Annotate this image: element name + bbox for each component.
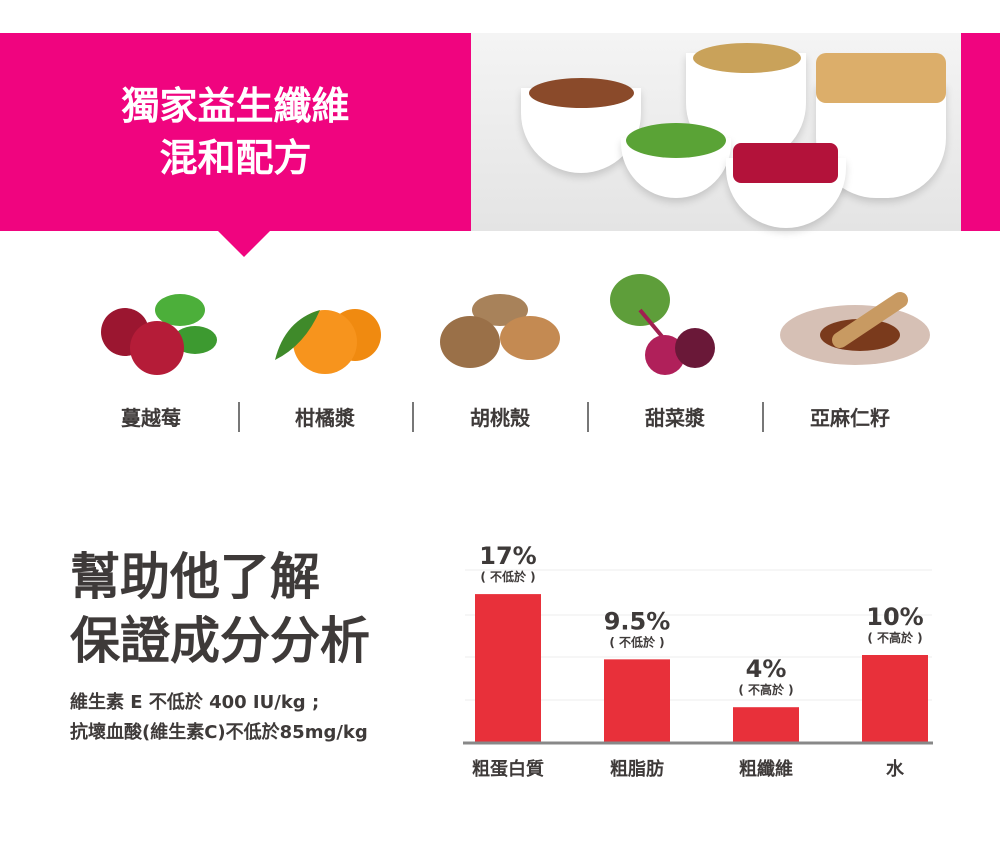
beet-icon — [610, 274, 715, 375]
divider — [762, 402, 764, 432]
walnut-icon — [440, 294, 560, 368]
banner-title-line1: 獨家益生纖維 — [121, 84, 350, 128]
vitamin-e-text: 維生素 E 不低於 400 IU/kg ; — [70, 692, 320, 713]
analysis-title-line1: 幫助他了解 — [70, 548, 320, 606]
vitamin-description: 維生素 E 不低於 400 IU/kg ; 抗壞血酸(維生素C)不低於85mg/… — [70, 688, 368, 748]
qualifier-label: ( 不低於 ) — [609, 634, 664, 649]
value-label: 17% — [479, 542, 536, 570]
ingredient-bowls-photo — [471, 33, 961, 231]
category-label: 粗蛋白質 — [472, 758, 544, 780]
ingredient-label: 亞麻仁籽 — [810, 406, 890, 430]
ingredient-label: 柑橘漿 — [295, 406, 355, 430]
bar — [475, 594, 541, 742]
qualifier-label: ( 不高於 ) — [738, 682, 793, 697]
analysis-title: 幫助他了解 保證成分分析 — [70, 545, 370, 673]
divider — [238, 402, 240, 432]
analysis-title-line2: 保證成分分析 — [70, 612, 370, 670]
divider — [587, 402, 589, 432]
ingredient-label: 胡桃殼 — [470, 406, 530, 430]
bar — [604, 659, 670, 742]
vitamin-c-text: 抗壞血酸(維生素C)不低於85mg/kg — [70, 722, 368, 743]
flaxseed-icon — [780, 292, 930, 365]
divider — [412, 402, 414, 432]
orange-icon — [275, 309, 381, 374]
value-label: 10% — [866, 603, 923, 631]
ingredient-label: 蔓越莓 — [121, 406, 181, 430]
banner-title-line2: 混和配方 — [159, 136, 312, 180]
banner-title: 獨家益生纖維 混和配方 — [0, 80, 471, 184]
value-label: 4% — [746, 655, 787, 683]
category-label: 水 — [886, 758, 905, 780]
category-label: 粗脂肪 — [610, 758, 664, 780]
value-label: 9.5% — [604, 607, 671, 635]
banner-background — [0, 33, 471, 231]
category-label: 粗纖維 — [739, 758, 793, 780]
qualifier-label: ( 不高於 ) — [867, 630, 922, 645]
cranberry-icon — [101, 294, 217, 375]
banner-pointer — [217, 230, 271, 257]
ingredient-label: 甜菜漿 — [645, 406, 705, 430]
bar — [733, 707, 799, 742]
qualifier-label: ( 不低於 ) — [480, 569, 535, 584]
bar — [862, 655, 928, 742]
banner-side-strip — [961, 33, 1000, 231]
